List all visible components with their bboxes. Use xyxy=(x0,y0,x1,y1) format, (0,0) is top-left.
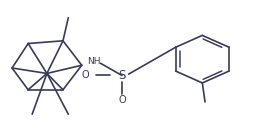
Text: NH: NH xyxy=(87,57,100,66)
Text: S: S xyxy=(118,69,126,82)
Text: O: O xyxy=(118,95,126,105)
Text: O: O xyxy=(82,70,90,81)
